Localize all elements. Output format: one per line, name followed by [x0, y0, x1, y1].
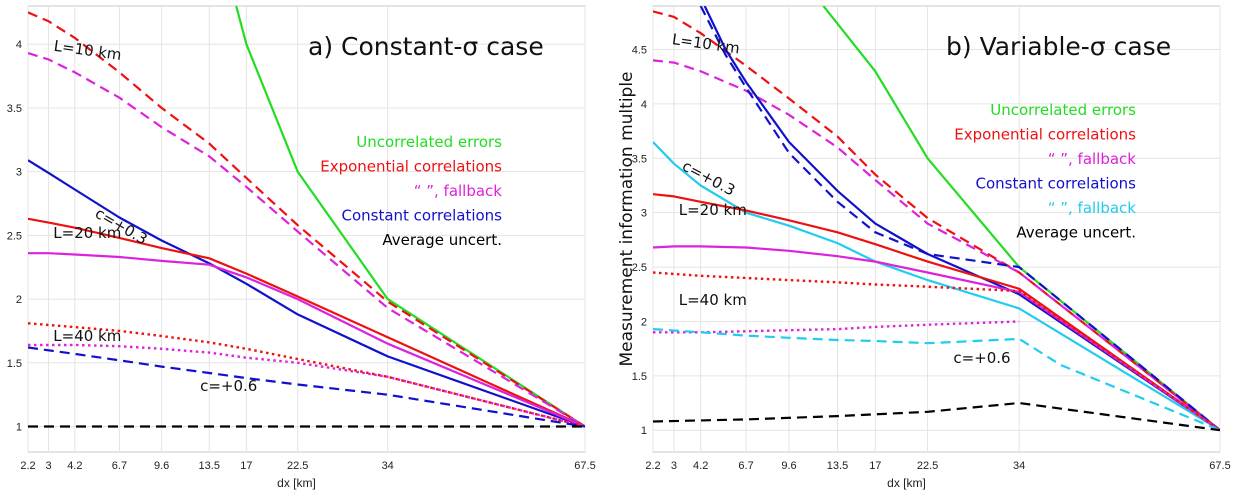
- x-axis-label: dx [km]: [887, 476, 926, 490]
- legend-entry: Uncorrelated errors: [990, 101, 1136, 119]
- series-group: [653, 6, 1220, 432]
- series-line-9: [653, 271, 1220, 432]
- x-tick-label: 22.5: [917, 460, 938, 472]
- y-tick-label: 3.5: [632, 153, 647, 165]
- x-tick-label: 13.5: [827, 460, 848, 472]
- legend-entry: Average uncert.: [1016, 224, 1136, 242]
- annotation-label: L=40 km: [53, 327, 121, 345]
- legend-entry: “ ”, fallback: [1048, 150, 1137, 168]
- annotation-label: L=20 km: [53, 224, 121, 242]
- series-line-3: [653, 59, 1220, 432]
- x-tick-label: 4.2: [693, 460, 708, 472]
- legend-entry: Exponential correlations: [320, 158, 502, 176]
- series-line-2: [653, 10, 1220, 432]
- legend-entry: Uncorrelated errors: [356, 133, 502, 151]
- legend-entry: “ ”, fallback: [414, 182, 503, 200]
- y-tick-label: 2.5: [632, 262, 647, 274]
- series-line-3: [28, 52, 585, 428]
- y-tick-label: 2: [16, 294, 22, 306]
- x-tick-label: 9.6: [154, 460, 169, 472]
- x-tick-label: 6.7: [738, 460, 753, 472]
- x-tick-label: 4.2: [67, 460, 82, 472]
- legend-entry: “ ”, fallback: [1048, 199, 1137, 217]
- series-line-5: [699, 6, 1220, 432]
- x-tick-label: 3: [671, 460, 677, 472]
- y-tick-label: 4.5: [632, 45, 647, 57]
- series-line-1: [822, 6, 1220, 432]
- x-tick-label: 3: [46, 460, 52, 472]
- x-tick-label: 2.2: [645, 460, 660, 472]
- x-tick-label: 67.5: [574, 460, 595, 472]
- panel-title: b) Variable-σ case: [946, 32, 1171, 61]
- plot-area: [652, 5, 1221, 453]
- series-line-7: [28, 322, 585, 428]
- chart-panel-1: 2.2 3 4.2 6.7 9.6 13.5 17 22.5 34 67.511.522.533.…: [7, 5, 596, 490]
- series-line-8: [28, 343, 585, 428]
- series-line-8: [653, 245, 1220, 432]
- series-line-4: [28, 159, 585, 428]
- series-line-6: [653, 141, 1220, 432]
- series-line-2: [28, 11, 585, 428]
- legend-entry: Average uncert.: [382, 231, 502, 249]
- chart-panel-2: 2.2 3 4.2 6.7 9.6 13.5 17 22.5 34 67.511.522.533.…: [617, 5, 1231, 490]
- x-tick-label: 6.7: [112, 460, 127, 472]
- legend-entry: Constant correlations: [975, 175, 1136, 193]
- x-tick-label: 34: [382, 460, 394, 472]
- x-tick-label: 2.2: [20, 460, 35, 472]
- series-line-1: [235, 6, 585, 428]
- y-tick-label: 1: [641, 425, 647, 437]
- legend-entry: Exponential correlations: [954, 126, 1136, 144]
- y-tick-label: 4: [16, 39, 22, 51]
- annotation-label: c=+0.6: [953, 349, 1010, 367]
- y-tick-label: 4: [641, 99, 647, 111]
- y-tick-label: 3: [16, 167, 22, 179]
- y-axis-label: Measurement information multiple: [617, 71, 637, 366]
- series-line-7: [653, 193, 1220, 432]
- y-tick-label: 1: [16, 422, 22, 434]
- x-axis-label: dx [km]: [277, 476, 316, 490]
- y-tick-label: 1.5: [632, 371, 647, 383]
- x-tick-label: 22.5: [287, 460, 308, 472]
- x-tick-label: 9.6: [781, 460, 796, 472]
- plot-area: [27, 5, 586, 453]
- legend-entry: Constant correlations: [341, 207, 502, 225]
- y-tick-label: 3: [641, 208, 647, 220]
- panel-title: a) Constant-σ case: [308, 32, 544, 61]
- x-tick-label: 34: [1013, 460, 1025, 472]
- series-line-6: [28, 252, 585, 428]
- series-line-12: [653, 401, 1220, 432]
- series-line-5: [28, 217, 585, 428]
- series-line-9: [28, 346, 585, 428]
- annotation-label: c=+0.6: [200, 377, 257, 395]
- y-tick-label: 1.5: [7, 358, 22, 370]
- series-line-11: [653, 328, 1220, 432]
- y-tick-label: 2: [641, 316, 647, 328]
- x-tick-label: 17: [869, 460, 881, 472]
- x-tick-label: 67.5: [1209, 460, 1230, 472]
- y-tick-label: 2.5: [7, 230, 22, 242]
- y-tick-label: 3.5: [7, 103, 22, 115]
- annotation-label: L=20 km: [679, 201, 747, 219]
- annotation-label: L=40 km: [679, 291, 747, 309]
- x-tick-label: 17: [240, 460, 252, 472]
- series-group: [28, 6, 585, 428]
- x-tick-label: 13.5: [199, 460, 220, 472]
